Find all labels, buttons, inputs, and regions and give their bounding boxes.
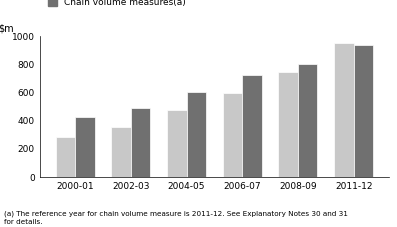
Bar	[56, 137, 75, 177]
Bar	[167, 110, 187, 177]
Bar	[223, 93, 242, 177]
Bar	[354, 45, 373, 177]
Bar	[298, 64, 318, 177]
Bar	[75, 116, 94, 177]
Text: $m: $m	[0, 24, 13, 34]
Bar	[278, 72, 298, 177]
Bar	[131, 108, 150, 177]
Bar	[187, 92, 206, 177]
Bar	[111, 127, 131, 177]
Bar	[334, 43, 354, 177]
Text: (a) The reference year for chain volume measure is 2011-12. See Explanatory Note: (a) The reference year for chain volume …	[4, 210, 348, 225]
Legend: Current prices, Chain volume measures(a): Current prices, Chain volume measures(a)	[48, 0, 186, 7]
Bar	[242, 75, 262, 177]
